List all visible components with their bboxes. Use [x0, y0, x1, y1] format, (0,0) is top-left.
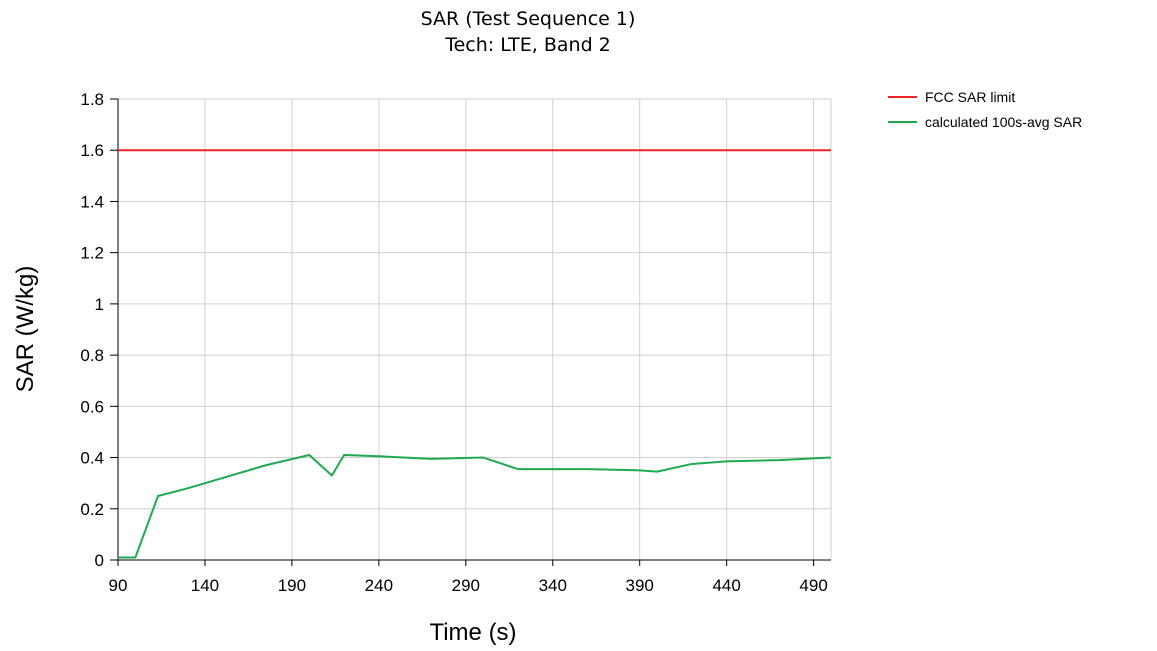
y-tick-label: 1.6 [80, 141, 104, 160]
x-tick-label: 240 [365, 576, 393, 595]
chart-subtitle: Tech: LTE, Band 2 [444, 34, 611, 56]
x-tick-label: 490 [799, 576, 827, 595]
legend: FCC SAR limit calculated 100s-avg SAR [888, 89, 1082, 130]
x-tick-label: 190 [278, 576, 306, 595]
y-tick-label: 1.8 [80, 90, 104, 109]
axes [110, 98, 831, 566]
y-tick-label: 0.4 [80, 449, 104, 468]
x-tick-label: 290 [452, 576, 480, 595]
x-tick-labels: 90 140 190 240 290 340 390 440 490 [109, 576, 828, 595]
x-tick-label: 390 [626, 576, 654, 595]
y-axis-label: SAR (W/kg) [12, 266, 39, 393]
series-lines [118, 149, 832, 559]
y-tick-label: 0.2 [80, 500, 104, 519]
x-tick-label: 440 [712, 576, 740, 595]
x-tick-label: 140 [191, 576, 219, 595]
grid-lines [118, 98, 832, 560]
y-tick-label: 1.2 [80, 244, 104, 263]
chart-title: SAR (Test Sequence 1) [421, 8, 636, 30]
x-tick-label: 340 [539, 576, 567, 595]
y-tick-label: 1 [95, 295, 104, 314]
legend-label: calculated 100s-avg SAR [925, 114, 1082, 130]
x-axis-label: Time (s) [429, 619, 516, 646]
y-tick-label: 1.4 [80, 192, 104, 211]
x-tick-label: 90 [109, 576, 128, 595]
legend-label: FCC SAR limit [925, 89, 1015, 105]
y-tick-labels: 0 0.2 0.4 0.6 0.8 1 1.2 1.4 1.6 1.8 [80, 90, 104, 570]
y-tick-label: 0.8 [80, 346, 104, 365]
series-line-calculated-avg-sar [118, 453, 832, 559]
y-tick-label: 0 [95, 551, 104, 570]
y-tick-label: 0.6 [80, 397, 104, 416]
